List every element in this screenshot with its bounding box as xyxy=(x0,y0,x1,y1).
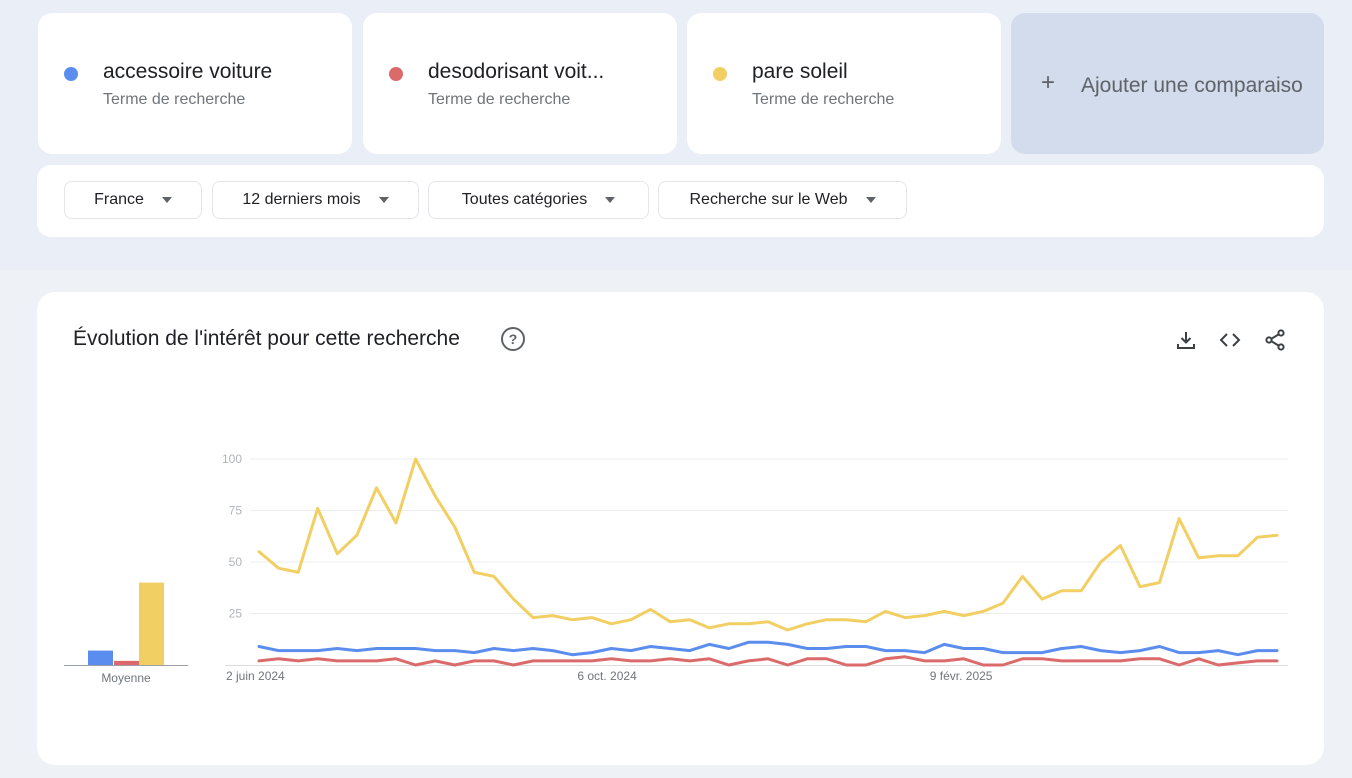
add-comparison-label: Ajouter une comparaiso xyxy=(1081,74,1303,97)
category-filter-label: Toutes catégories xyxy=(461,191,588,208)
country-filter[interactable]: France xyxy=(64,181,202,219)
category-filter[interactable]: Toutes catégories xyxy=(428,181,649,219)
plus-icon: + xyxy=(1041,69,1056,96)
interest-over-time-card: Évolution de l'intérêt pour cette recher… xyxy=(37,292,1324,765)
term-card-pare-soleil[interactable]: pare soleil Terme de recherche xyxy=(687,13,1001,154)
help-icon[interactable]: ? xyxy=(501,327,525,351)
term-type-label: Terme de recherche xyxy=(428,91,571,108)
term-name: accessoire voiture xyxy=(103,60,273,83)
series-color-dot xyxy=(713,67,727,81)
series-color-dot xyxy=(64,67,78,81)
country-filter-label: France xyxy=(94,191,144,208)
term-type-label: Terme de recherche xyxy=(752,91,895,108)
period-filter[interactable]: 12 derniers mois xyxy=(212,181,419,219)
period-filter-label: 12 derniers mois xyxy=(242,191,361,208)
caret-down-icon xyxy=(378,197,389,203)
series-color-dot xyxy=(389,67,403,81)
search-type-filter-label: Recherche sur le Web xyxy=(689,191,848,208)
add-comparison-button[interactable]: + Ajouter une comparaiso xyxy=(1011,13,1324,154)
embed-code-icon[interactable] xyxy=(1218,328,1242,352)
caret-down-icon xyxy=(605,197,616,203)
share-icon[interactable] xyxy=(1263,328,1287,352)
download-icon[interactable] xyxy=(1174,328,1198,352)
term-name: desodorisant voit... xyxy=(428,60,605,83)
search-type-filter[interactable]: Recherche sur le Web xyxy=(658,181,907,219)
chart-title: Évolution de l'intérêt pour cette recher… xyxy=(73,327,460,350)
caret-down-icon xyxy=(161,197,172,203)
term-card-accessoire-voiture[interactable]: accessoire voiture Terme de recherche xyxy=(38,13,352,154)
caret-down-icon xyxy=(865,197,876,203)
term-type-label: Terme de recherche xyxy=(103,91,246,108)
term-name: pare soleil xyxy=(752,60,848,83)
filter-bar: France 12 derniers mois Toutes catégorie… xyxy=(37,165,1324,237)
term-card-desodorisant[interactable]: desodorisant voit... Terme de recherche xyxy=(363,13,677,154)
